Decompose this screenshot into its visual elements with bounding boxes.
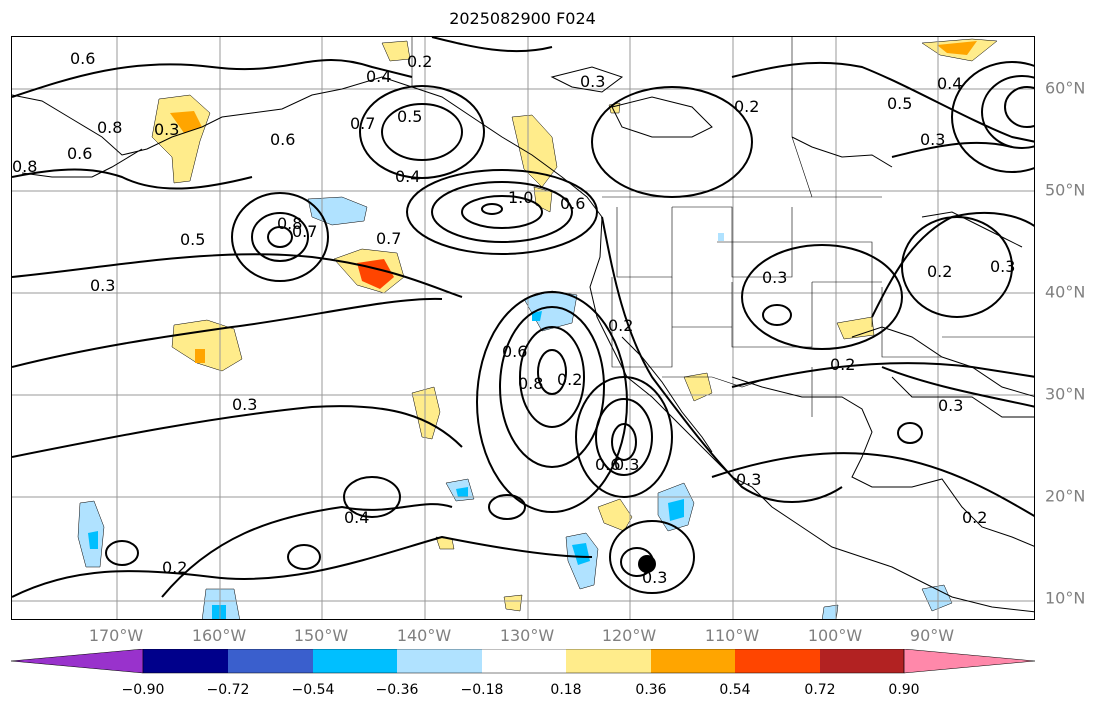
contour-label: 0.4 (366, 67, 391, 86)
lon-label: 130°W (499, 626, 555, 645)
lon-label: 100°W (807, 626, 863, 645)
contour-label: 0.3 (938, 396, 963, 415)
colorbar-segment (482, 649, 566, 673)
contour-lines (12, 37, 1034, 598)
colorbar (11, 649, 1035, 674)
contour-label: 0.6 (70, 49, 95, 68)
lon-label: 90°W (909, 626, 955, 645)
lon-label: 160°W (191, 626, 247, 645)
contour-label: 0.2 (407, 52, 432, 71)
lon-label: 110°W (704, 626, 760, 645)
contour-label: 0.2 (962, 508, 987, 527)
contour-label-group: 0.6 0.2 0.4 0.3 0.2 0.4 0.5 0.3 0.8 0.6 … (12, 49, 1015, 587)
contour-label: 0.6 (270, 130, 295, 149)
colorbar-segment (820, 649, 904, 673)
lon-label: 140°W (396, 626, 452, 645)
map-canvas[interactable]: 0.6 0.2 0.4 0.3 0.2 0.4 0.5 0.3 0.8 0.6 … (12, 37, 1035, 620)
colorbar-tick-label: −0.54 (291, 682, 335, 698)
colorbar-tick-label: −0.36 (375, 682, 419, 698)
contour-label: 0.7 (376, 229, 401, 248)
contour-label: 0.8 (518, 374, 543, 393)
colorbar-tick-label: 0.90 (888, 682, 920, 698)
contour-label: 0.6 (502, 342, 527, 361)
lat-label: 50°N (1045, 180, 1086, 200)
contour-label: 0.6 (595, 455, 620, 474)
contour-label: 0.2 (608, 316, 633, 335)
contour-label: 0.5 (397, 107, 422, 126)
map-title: 2025082900 F024 (449, 9, 596, 28)
storm-center-marker[interactable] (638, 555, 656, 573)
contour-label: 0.5 (887, 94, 912, 113)
contour-label: 0.8 (277, 214, 302, 233)
map-frame[interactable]: 0.6 0.2 0.4 0.3 0.2 0.4 0.5 0.3 0.8 0.6 … (11, 36, 1035, 620)
contour-label: 0.3 (736, 470, 761, 489)
lat-label: 60°N (1045, 78, 1086, 98)
contour-label: 0.3 (920, 130, 945, 149)
colorbar-segment (228, 649, 313, 673)
contour-label: 0.3 (990, 257, 1015, 276)
contour-label: 0.6 (560, 194, 585, 213)
negative-anomaly-shading (77, 196, 953, 619)
contour-label: 0.8 (97, 118, 122, 137)
contour-label: 1.0 (508, 188, 533, 207)
lat-label: 10°N (1045, 588, 1086, 608)
contour-label: 0.8 (12, 157, 37, 176)
colorbar-tick-label: 0.54 (719, 682, 751, 698)
lat-label: 20°N (1045, 486, 1086, 506)
contour-label: 0.7 (292, 222, 317, 241)
lat-label: 30°N (1045, 384, 1086, 404)
contour-label: 0.4 (937, 74, 962, 93)
colorbar-segment (397, 649, 482, 673)
contour-label: 0.2 (830, 355, 855, 374)
colorbar-extend-low (11, 649, 144, 674)
colorbar-segment (143, 649, 228, 673)
colorbar-tick-label: 0.36 (635, 682, 667, 698)
lon-label: 150°W (293, 626, 349, 645)
contour-label: 0.4 (395, 167, 420, 186)
contour-label: 0.2 (927, 262, 952, 281)
contour-label: 0.7 (350, 114, 375, 133)
lon-label: 170°W (88, 626, 144, 645)
contour-label: 0.3 (614, 455, 639, 474)
contour-label: 0.2 (162, 558, 187, 577)
colorbar-tick-label: −0.90 (121, 682, 165, 698)
colorbar-segment (735, 649, 820, 673)
colorbar-tick-label: 0.18 (550, 682, 582, 698)
colorbar-tick-label: −0.72 (206, 682, 250, 698)
lon-label: 120°W (601, 626, 657, 645)
colorbar-segment (566, 649, 651, 673)
contour-label: 0.2 (734, 97, 759, 116)
contour-label: 0.3 (762, 268, 787, 287)
colorbar-tick-label: 0.72 (804, 682, 836, 698)
contour-label: 0.5 (180, 230, 205, 249)
positive-anomaly-shading (151, 38, 998, 612)
contour-label: 0.3 (580, 72, 605, 91)
lat-label: 40°N (1045, 282, 1086, 302)
colorbar-segment (651, 649, 735, 673)
contour-label: 0.2 (557, 370, 582, 389)
contour-label: 0.3 (232, 395, 257, 414)
contour-label: 0.6 (67, 144, 92, 163)
contour-label: 0.3 (154, 120, 179, 139)
colorbar-tick-label: −0.18 (460, 682, 504, 698)
contour-label: 0.3 (90, 276, 115, 295)
contour-label: 0.4 (344, 508, 369, 527)
colorbar-extend-high (903, 649, 1035, 674)
colorbar-segment (313, 649, 397, 673)
